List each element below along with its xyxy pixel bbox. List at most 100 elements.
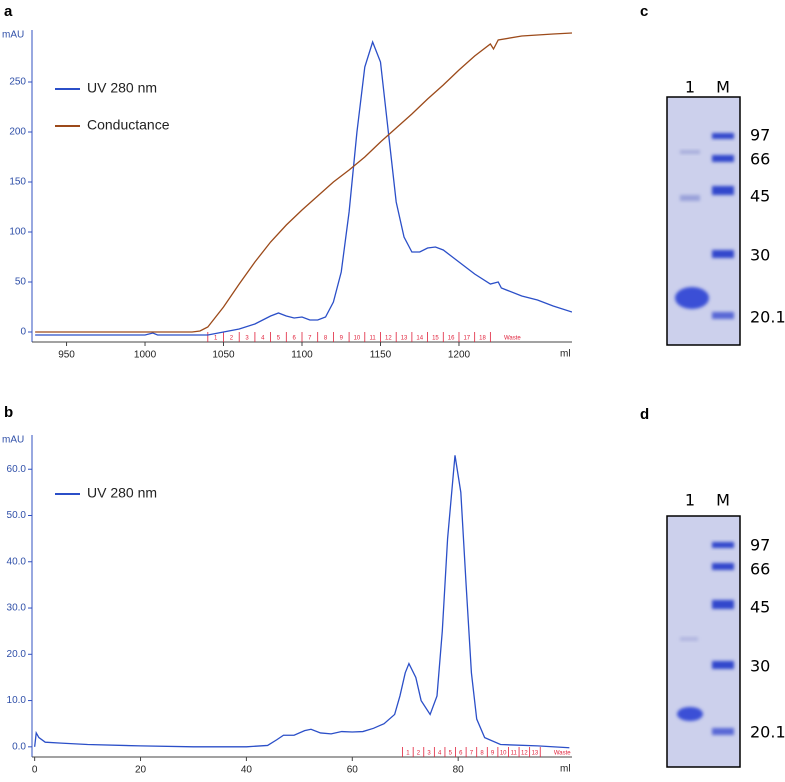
gel-band [712,250,734,258]
y-tick-label: 60.0 [7,464,27,475]
fraction-label: 7 [308,336,312,342]
x-tick-label: 1050 [212,350,235,361]
marker-label: 20.1 [750,723,785,742]
y-tick-label: 0 [20,327,26,338]
gel-band [712,542,734,548]
gel-band [677,707,703,721]
marker-label: 66 [750,150,770,169]
fraction-label: 18 [479,336,486,342]
fraction-label: 6 [292,336,296,342]
x-axis-label: ml [560,349,571,360]
y-tick-label: 10.0 [7,695,27,706]
fraction-label: 3 [427,751,431,757]
marker-label: 20.1 [750,308,785,327]
series-line [35,40,572,336]
fraction-label: 13 [532,751,539,757]
gel-labels-c: c 1 M 97 66 45 30 20.1 [640,3,785,327]
x-tick-label: 1200 [448,350,471,361]
fraction-label: 9 [340,336,344,342]
x-tick-label: 950 [58,350,75,361]
fraction-label: Waste [504,336,521,342]
fraction-label: 15 [432,336,439,342]
fraction-label: 5 [277,336,281,342]
fraction-label: 11 [511,751,518,757]
legend-label: UV 280 nm [87,485,157,501]
fraction-label: 13 [401,336,408,342]
y-tick-label: 200 [9,127,26,138]
y-tick-label: 50.0 [7,510,27,521]
legend-label: Conductance [87,117,170,133]
gel-d [666,515,741,768]
fraction-label: 8 [480,751,484,757]
fraction-label: 8 [324,336,328,342]
lane-label: 1 [685,491,695,510]
y-tick-label: 50 [15,277,27,288]
fraction-label: 1 [214,336,218,342]
marker-label: 30 [750,657,770,676]
fraction-label: Waste [554,751,571,757]
y-tick-label: 100 [9,227,26,238]
gel-band [680,195,700,201]
fraction-label: 6 [459,751,463,757]
y-tick-label: 40.0 [7,556,27,567]
marker-label: 66 [750,560,770,579]
fraction-label: 10 [354,336,361,342]
lane-label: M [716,78,730,97]
marker-label: 45 [750,598,770,617]
gel-band [675,287,709,309]
series-line [34,455,570,749]
gel-band [712,133,734,139]
panel-letter: b [4,404,13,421]
y-tick-label: 250 [9,77,26,88]
x-tick-label: 80 [453,765,465,776]
fraction-label: 2 [230,336,234,342]
gel-frame [666,515,741,768]
fraction-label: 12 [385,336,392,342]
fraction-label: 9 [491,751,495,757]
gel-band [712,728,734,735]
fraction-label: 5 [449,751,453,757]
fraction-label: 2 [417,751,421,757]
x-tick-label: 1100 [291,350,313,361]
y-axis-label: mAU [2,435,24,446]
marker-label: 97 [750,126,770,145]
x-tick-label: 20 [135,765,147,776]
fraction-label: 12 [521,751,528,757]
y-tick-label: 0.0 [12,741,26,752]
fraction-label: 4 [261,336,265,342]
gel-c [666,96,741,346]
x-tick-label: 0 [32,765,38,776]
lane-label: 1 [685,78,695,97]
series-line [35,32,572,333]
x-axis-label: ml [560,764,571,775]
panel-letter: d [640,406,649,423]
chart-b: b mAU ml 0.0 10.0 20.0 30.0 40.0 50.0 60.0 0 20 40 60… [2,404,572,776]
fraction-label: 10 [500,751,507,757]
fraction-label: 14 [416,336,423,342]
marker-label: 97 [750,536,770,555]
panel-letter: c [640,3,648,20]
gel-band [712,155,734,162]
y-tick-label: 20.0 [7,649,27,660]
gel-band [712,312,734,319]
fraction-label: 16 [448,336,455,342]
gel-band [712,186,734,195]
panel-letter: a [4,3,13,20]
marker-label: 45 [750,187,770,206]
fraction-label: 3 [245,336,249,342]
chart-a: a mAU ml 0 50 100 150 200 250 950 1000 1050 1100 1150… [2,3,572,361]
y-tick-label: 150 [9,177,26,188]
x-tick-label: 1000 [134,350,157,361]
y-tick-label: 30.0 [7,603,27,614]
gel-band [680,150,700,154]
gel-labels-d: d 1 M 97 66 45 30 20.1 [640,406,785,742]
lane-label: M [716,491,730,510]
gel-band [712,600,734,609]
fraction-label: 1 [406,751,410,757]
fraction-label: 17 [463,336,470,342]
fraction-label: 11 [370,336,377,342]
gel-band [712,563,734,570]
y-axis-label: mAU [2,30,24,41]
